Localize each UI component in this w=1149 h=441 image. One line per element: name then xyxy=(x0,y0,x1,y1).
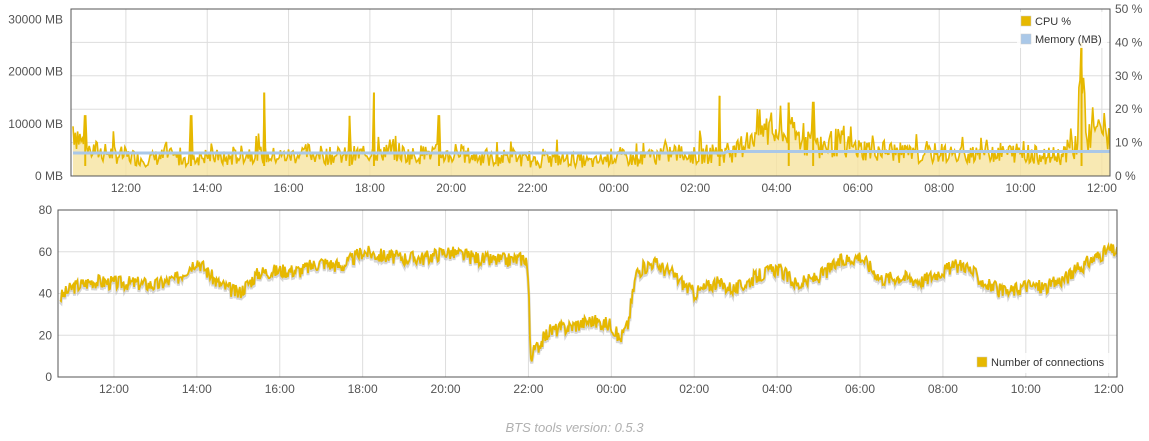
version-footer: BTS tools version: 0.5.3 xyxy=(505,420,644,435)
connections-y-ticks: 0 20 40 60 80 xyxy=(39,203,53,384)
connections-y-tick-label: 80 xyxy=(39,203,53,217)
cpu-memory-x-tick-label: 02:00 xyxy=(680,181,710,195)
cpu-axis-tick-label: 30 % xyxy=(1115,69,1143,83)
connections-legend: Number of connections xyxy=(973,353,1115,373)
connections-x-tick-label: 16:00 xyxy=(265,382,295,396)
cpu-memory-x-tick-label: 18:00 xyxy=(355,181,385,195)
memory-axis-tick-label: 0 MB xyxy=(35,169,63,183)
cpu-memory-x-tick-label: 12:00 xyxy=(1087,181,1117,195)
connections-x-tick-label: 00:00 xyxy=(596,382,626,396)
connections-y-tick-label: 40 xyxy=(39,287,53,301)
cpu-memory-frame xyxy=(70,8,1111,177)
connections-chart: 0 20 40 60 80 12:00 14:00 16:00 18:00 20:00 22:00… xyxy=(39,203,1124,396)
memory-axis-tick-label: 20000 MB xyxy=(8,65,63,79)
legend-swatch-connections xyxy=(976,356,988,368)
legend-swatch-memory xyxy=(1020,33,1032,45)
connections-y-tick-label: 60 xyxy=(39,245,53,259)
connections-y-tick-label: 20 xyxy=(39,328,53,342)
cpu-axis-ticks: 0 % 10 % 20 % 30 % 40 % 50 % xyxy=(1115,2,1143,183)
cpu-memory-legend: CPU % Memory (MB) xyxy=(1017,12,1107,48)
connections-x-ticks: 12:00 14:00 16:00 18:00 20:00 22:00 00:00 02:00… xyxy=(99,382,1124,396)
legend-swatch-cpu xyxy=(1020,15,1032,27)
cpu-axis-tick-label: 50 % xyxy=(1115,2,1143,16)
legend-label-memory: Memory (MB) xyxy=(1035,34,1102,46)
cpu-memory-x-ticks: 12:00 14:00 16:00 18:00 20:00 22:00 00:00 02:00… xyxy=(111,181,1117,195)
legend-background xyxy=(973,353,1115,373)
legend-label-connections: Number of connections xyxy=(991,357,1105,369)
cpu-memory-x-tick-label: 20:00 xyxy=(436,181,466,195)
cpu-memory-x-tick-label: 14:00 xyxy=(192,181,222,195)
cpu-memory-chart: 0 MB 10000 MB 20000 MB 30000 MB 0 % 10 % 20 %… xyxy=(8,2,1142,195)
cpu-memory-x-tick-label: 00:00 xyxy=(599,181,629,195)
cpu-memory-x-tick-label: 08:00 xyxy=(924,181,954,195)
memory-series-line xyxy=(73,150,1110,155)
memory-axis-tick-label: 30000 MB xyxy=(8,12,63,26)
cpu-memory-x-tick-label: 16:00 xyxy=(274,181,304,195)
connections-x-tick-label: 02:00 xyxy=(679,382,709,396)
connections-x-tick-label: 18:00 xyxy=(348,382,378,396)
connections-series-line xyxy=(59,242,1117,362)
cpu-memory-plot-area xyxy=(71,9,1110,176)
connections-x-tick-label: 22:00 xyxy=(513,382,543,396)
cpu-memory-x-tick-label: 04:00 xyxy=(762,181,792,195)
cpu-memory-x-tick-label: 12:00 xyxy=(111,181,141,195)
cpu-memory-x-tick-label: 06:00 xyxy=(843,181,873,195)
memory-axis-ticks: 0 MB 10000 MB 20000 MB 30000 MB xyxy=(8,12,63,183)
connections-x-tick-label: 04:00 xyxy=(762,382,792,396)
connections-x-tick-label: 10:00 xyxy=(1011,382,1041,396)
cpu-memory-x-tick-label: 10:00 xyxy=(1006,181,1036,195)
connections-y-tick-label: 0 xyxy=(45,370,52,384)
cpu-axis-tick-label: 10 % xyxy=(1115,136,1143,150)
cpu-axis-tick-label: 40 % xyxy=(1115,35,1143,49)
cpu-axis-tick-label: 0 % xyxy=(1115,169,1136,183)
memory-axis-tick-label: 10000 MB xyxy=(8,117,63,131)
connections-frame xyxy=(57,209,1118,378)
connections-x-tick-label: 08:00 xyxy=(928,382,958,396)
legend-label-cpu: CPU % xyxy=(1035,16,1071,28)
connections-x-tick-label: 06:00 xyxy=(845,382,875,396)
legend-background xyxy=(1017,12,1107,48)
connections-x-tick-label: 20:00 xyxy=(431,382,461,396)
connections-x-tick-label: 12:00 xyxy=(1094,382,1124,396)
connections-x-tick-label: 14:00 xyxy=(182,382,212,396)
connections-x-tick-label: 12:00 xyxy=(99,382,129,396)
cpu-area xyxy=(73,42,1110,176)
cpu-axis-tick-label: 20 % xyxy=(1115,102,1143,116)
cpu-memory-x-tick-label: 22:00 xyxy=(518,181,548,195)
